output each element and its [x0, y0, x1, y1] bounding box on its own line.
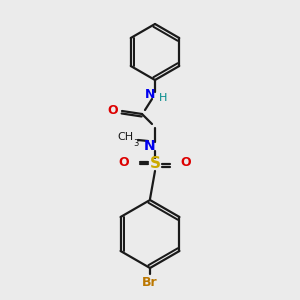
Text: O: O [119, 157, 129, 169]
Text: H: H [159, 93, 167, 103]
Text: 3: 3 [133, 139, 139, 148]
Text: N: N [145, 88, 155, 101]
Text: Br: Br [142, 275, 158, 289]
Text: O: O [108, 103, 118, 116]
Text: N: N [144, 139, 156, 153]
Text: S: S [149, 157, 161, 172]
Text: O: O [181, 157, 191, 169]
Text: CH: CH [117, 132, 133, 142]
